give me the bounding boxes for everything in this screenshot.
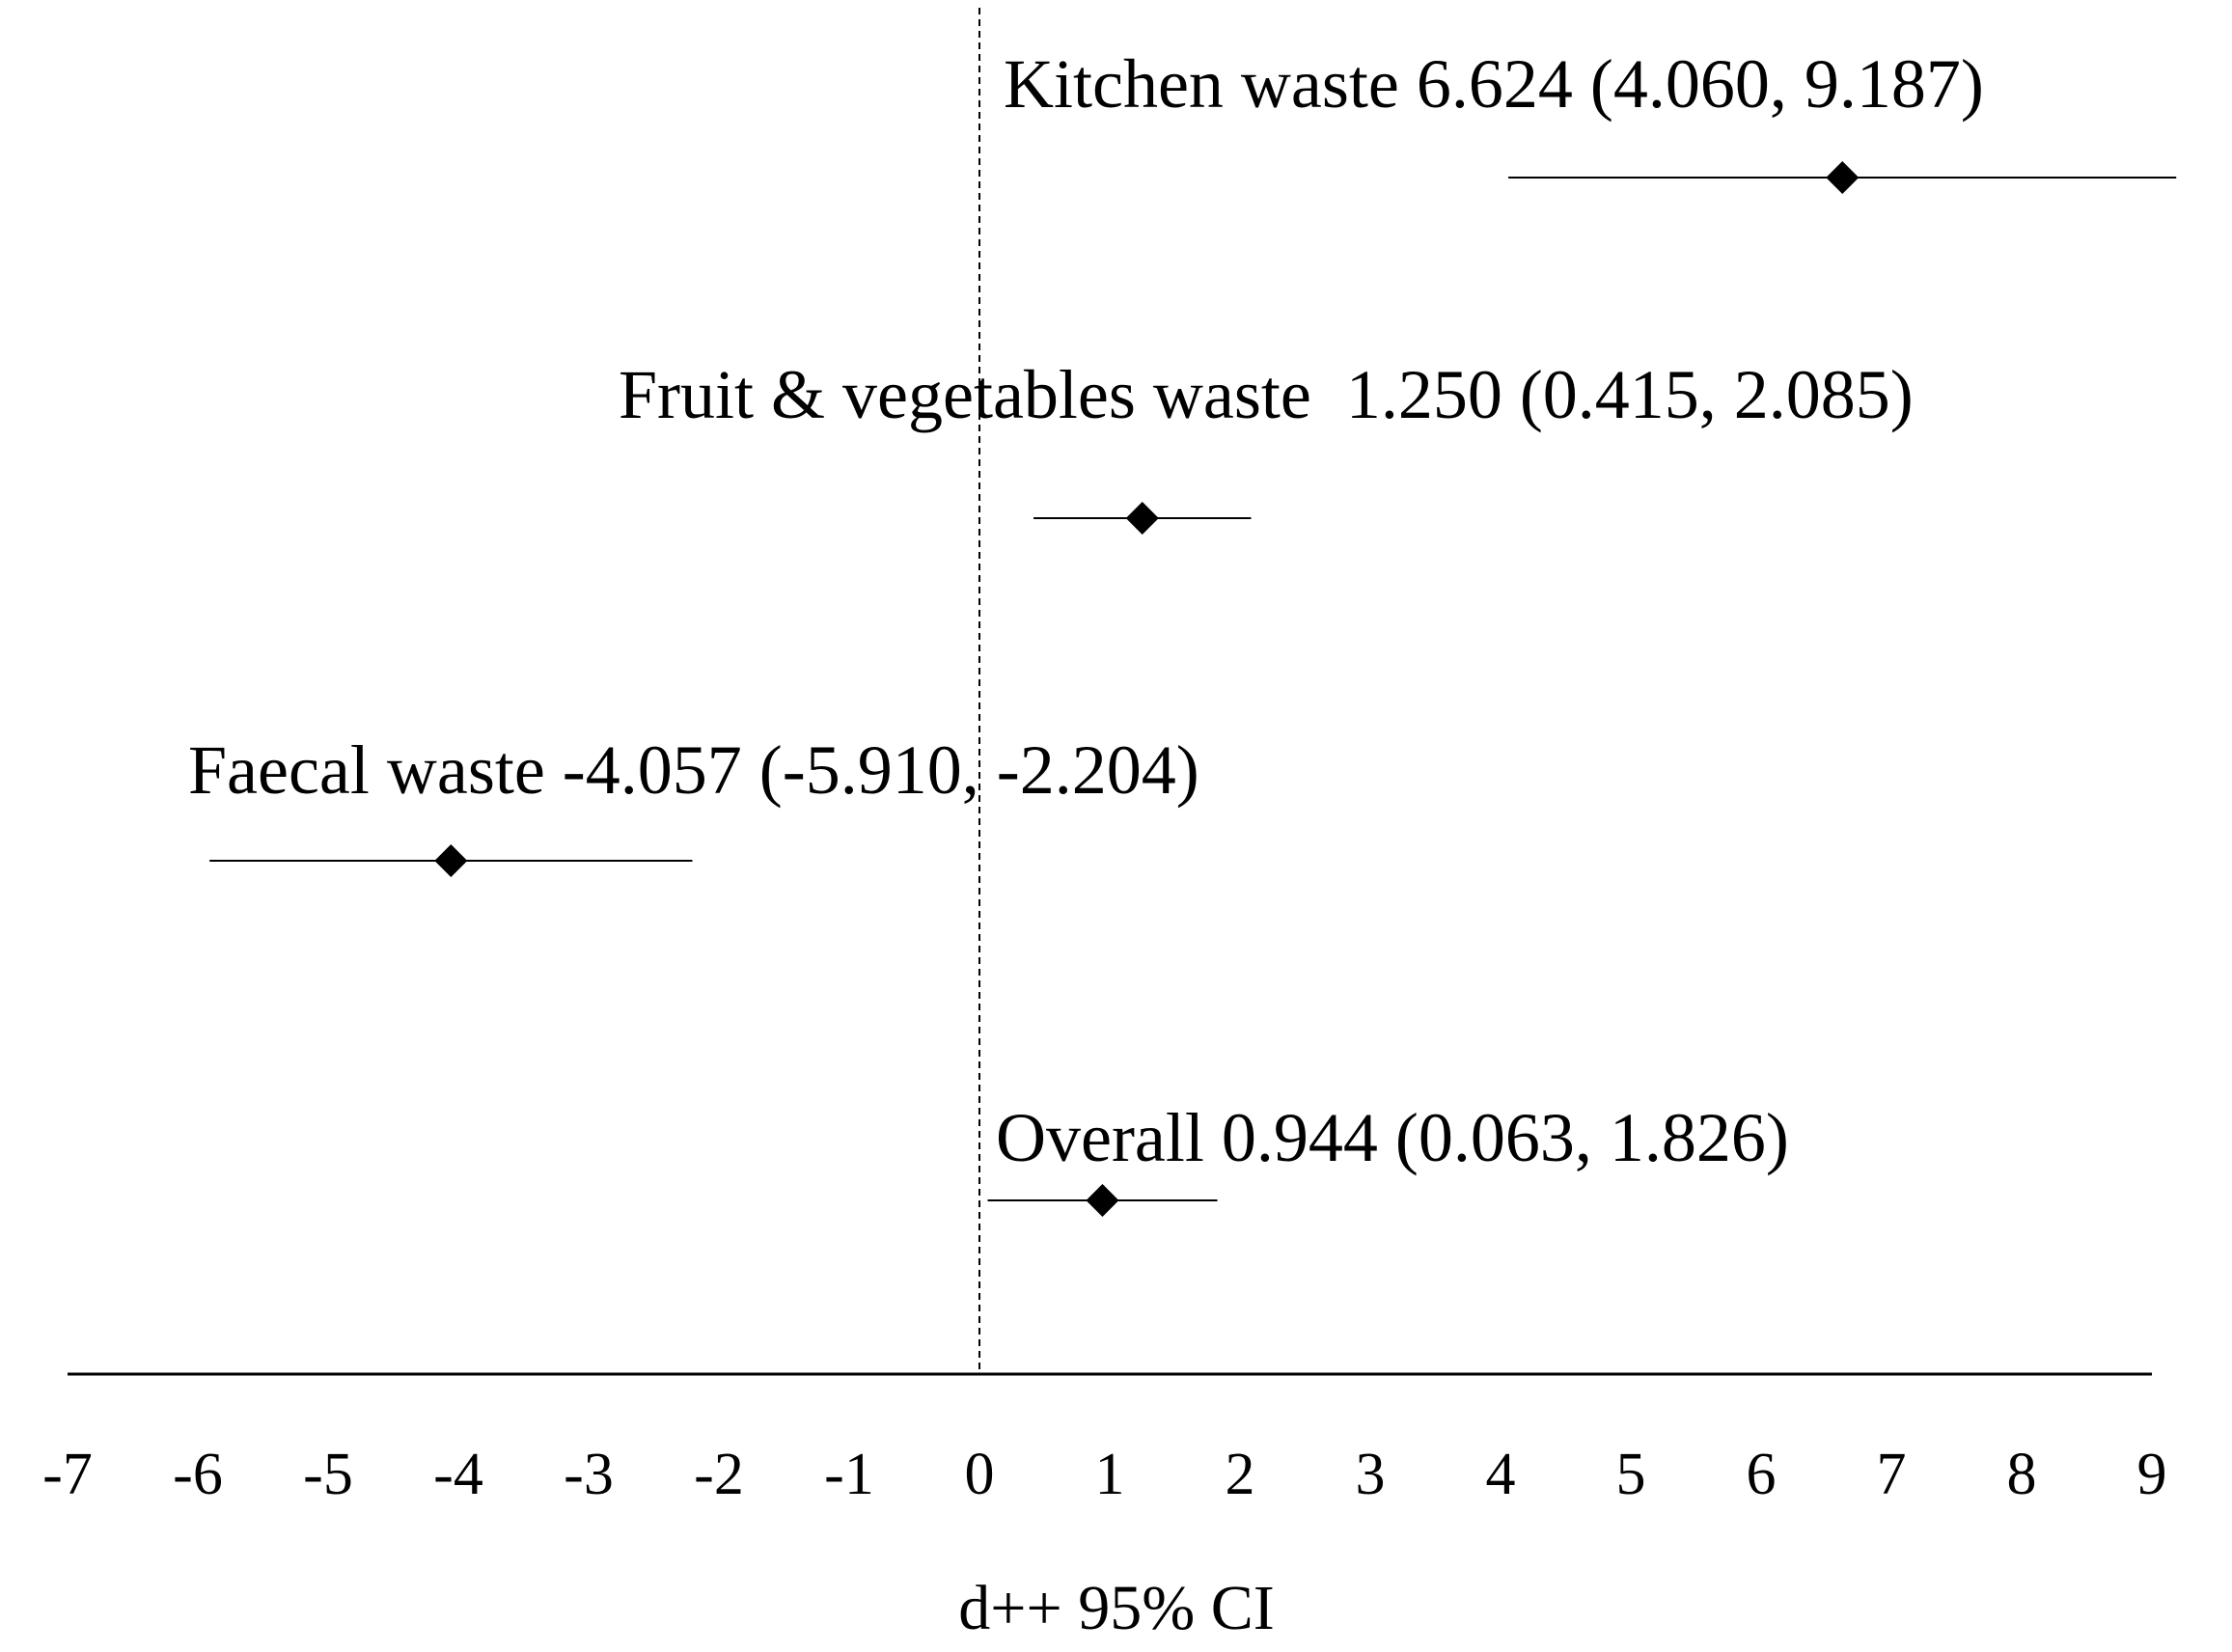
- x-tick-label: -7: [42, 1442, 93, 1507]
- forest-row: Fruit & vegetables waste 1.250 (0.415, 2…: [619, 356, 1914, 535]
- x-tick-label: -6: [173, 1442, 223, 1507]
- estimate-diamond-marker: [1086, 1184, 1119, 1217]
- x-tick-label: -1: [824, 1442, 874, 1507]
- forest-rows: Kitchen waste 6.624 (4.060, 9.187) Fruit …: [188, 45, 2177, 1217]
- x-tick-label: 6: [1747, 1442, 1777, 1507]
- x-tick-label: 0: [965, 1442, 995, 1507]
- x-tick-label: 1: [1095, 1442, 1125, 1507]
- x-tick-label: 9: [2137, 1442, 2167, 1507]
- x-tick-label: 4: [1486, 1442, 1516, 1507]
- x-axis-label: d++ 95% CI: [958, 1573, 1274, 1643]
- forest-row: Faecal waste -4.057 (-5.910, -2.204): [188, 731, 1199, 877]
- x-tick-label: -5: [303, 1442, 353, 1507]
- x-tick-label: 2: [1226, 1442, 1255, 1507]
- forest-row: Overall 0.944 (0.063, 1.826): [987, 1099, 1789, 1217]
- x-tick-label: -2: [694, 1442, 744, 1507]
- estimate-diamond-marker: [1125, 502, 1159, 535]
- row-label: Fruit & vegetables waste 1.250 (0.415, 2…: [619, 356, 1914, 433]
- estimate-diamond-marker: [1826, 161, 1860, 194]
- x-axis-ticks: -7 -6 -5 -4 -3 -2 -1 0 1 2 3 4 5 6 7 8 9: [42, 1442, 2166, 1507]
- estimate-diamond-marker: [434, 844, 468, 877]
- forest-row: Kitchen waste 6.624 (4.060, 9.187): [1004, 45, 2177, 194]
- x-tick-label: -3: [564, 1442, 614, 1507]
- x-tick-label: -4: [433, 1442, 483, 1507]
- row-label: Faecal waste -4.057 (-5.910, -2.204): [188, 731, 1199, 809]
- x-tick-label: 5: [1616, 1442, 1646, 1507]
- row-label: Kitchen waste 6.624 (4.060, 9.187): [1004, 45, 1984, 123]
- row-label: Overall 0.944 (0.063, 1.826): [996, 1099, 1789, 1176]
- x-tick-label: 7: [1877, 1442, 1907, 1507]
- x-tick-label: 8: [2007, 1442, 2037, 1507]
- x-tick-label: 3: [1356, 1442, 1386, 1507]
